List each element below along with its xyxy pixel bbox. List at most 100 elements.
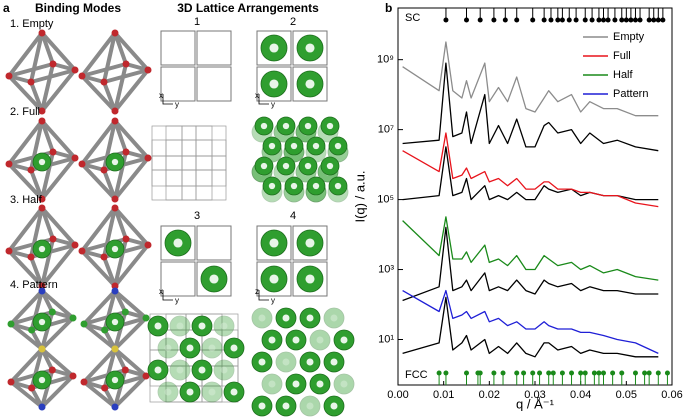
dna-edge	[113, 347, 148, 378]
dna-edge	[80, 119, 117, 166]
particle	[299, 395, 321, 417]
panel-title: 3D Lattice Arrangements	[177, 1, 319, 15]
peak-marker	[619, 17, 625, 23]
vertex	[122, 235, 130, 243]
particle-core	[334, 182, 342, 190]
dna-edge	[29, 168, 44, 201]
peak-marker	[601, 370, 606, 376]
data-line	[402, 216, 659, 281]
lattice-cell	[256, 30, 292, 66]
dna-edge	[113, 243, 150, 288]
lattice-cell	[196, 261, 232, 297]
vertex	[142, 372, 150, 380]
particle	[169, 359, 191, 381]
dna-edge	[123, 368, 148, 378]
dna-edge	[82, 322, 117, 351]
particle-core	[268, 336, 276, 344]
data-line	[402, 296, 659, 358]
dna-edge	[50, 310, 75, 320]
vertex	[78, 160, 86, 168]
particle-core	[230, 344, 238, 352]
lattice-cell	[196, 30, 232, 66]
particle-core	[164, 388, 172, 396]
y-tick-label: 10⁵	[377, 193, 394, 205]
lattice-cube	[181, 155, 213, 187]
particle-core	[208, 344, 216, 352]
dna-edge	[113, 310, 128, 351]
particle-core	[220, 322, 228, 330]
dna-edge	[82, 347, 117, 384]
peak-marker	[569, 370, 575, 376]
particle-core	[330, 358, 338, 366]
vertex	[142, 314, 150, 322]
particle-core	[340, 380, 348, 388]
axis-icon	[258, 94, 269, 105]
axis-icon-label: y	[271, 100, 275, 109]
particle-core	[312, 142, 320, 150]
particle-core	[282, 358, 290, 366]
lattice-cube	[181, 125, 213, 157]
lattice-cell	[160, 225, 196, 261]
vertex	[27, 78, 35, 86]
axis-icon-label: z	[255, 287, 259, 296]
peak-marker	[521, 370, 527, 376]
particle-core	[176, 322, 184, 330]
dna-edge	[40, 119, 55, 154]
particle-core	[260, 122, 268, 130]
particle-core	[38, 245, 46, 253]
peak-marker	[637, 17, 643, 23]
particle	[213, 315, 235, 337]
particle-core	[38, 158, 46, 166]
axis-icon-label: y	[175, 296, 179, 305]
dna-edge	[82, 380, 117, 409]
vertex	[100, 166, 108, 174]
peak-marker	[436, 370, 442, 376]
vertex	[38, 29, 46, 37]
particle-core	[269, 274, 279, 284]
vertex	[111, 195, 119, 203]
particle-core	[268, 380, 276, 388]
vertex	[71, 241, 79, 249]
vertex	[78, 247, 86, 255]
dna-edge	[113, 374, 148, 409]
peak-marker	[605, 17, 611, 23]
dna-edge	[113, 368, 128, 409]
panel-label: a	[3, 1, 10, 15]
lattice-cell	[160, 261, 196, 297]
particle-core	[305, 274, 315, 284]
peak-marker	[589, 17, 595, 23]
particle-core	[173, 238, 183, 248]
vertex	[111, 29, 119, 37]
peak-marker	[623, 17, 629, 23]
dna-edge	[29, 31, 44, 84]
vertex	[144, 66, 152, 74]
dna-edge	[80, 62, 128, 78]
particle-core	[340, 336, 348, 344]
vertex	[49, 148, 57, 156]
peak-marker	[596, 370, 602, 376]
lattice-cube	[195, 155, 227, 187]
particle	[201, 381, 223, 403]
vertex	[69, 314, 77, 322]
peak-marker	[610, 370, 616, 376]
peak-marker	[537, 370, 543, 376]
vertex	[27, 166, 35, 174]
particle	[201, 337, 223, 359]
lattice-cube	[181, 169, 213, 201]
particle-core	[186, 344, 194, 352]
dna-edge	[7, 74, 44, 113]
dna-edge	[124, 150, 150, 160]
dna-edge	[7, 119, 44, 166]
dna-edge	[40, 206, 55, 241]
peak-marker	[642, 370, 648, 376]
dna-edge	[40, 289, 75, 320]
lattice-cell	[292, 30, 328, 66]
particle-core	[290, 182, 298, 190]
dna-edge	[113, 347, 128, 372]
dna-edge	[29, 80, 44, 113]
dna-edge	[9, 380, 44, 409]
peak-marker	[628, 17, 634, 23]
dna-edge	[102, 80, 117, 113]
x-tick-label: 0.03	[524, 389, 545, 401]
legend-label: Full	[613, 50, 631, 62]
